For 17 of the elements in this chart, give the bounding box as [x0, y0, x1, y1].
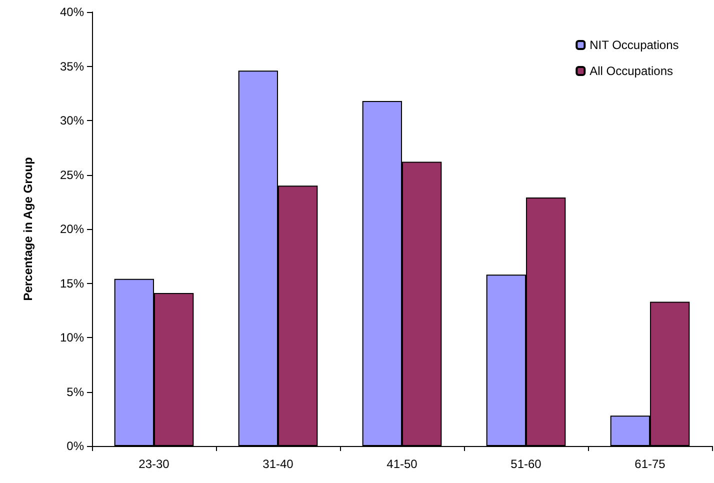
y-tick-label: 35% — [60, 59, 84, 74]
x-tick-label: 51-60 — [510, 457, 542, 471]
x-tick-label: 23-30 — [138, 457, 170, 471]
y-tick-label: 40% — [60, 5, 84, 19]
y-tick-label: 15% — [60, 276, 84, 290]
y-tick-label: 5% — [66, 384, 84, 399]
y-tick-label: 25% — [60, 168, 84, 182]
x-tick-label: 41-50 — [386, 457, 418, 471]
y-tick-label: 30% — [60, 114, 84, 128]
x-tick-label: 31-40 — [262, 457, 294, 471]
legend-label: All Occupations — [590, 64, 674, 78]
legend-label: NIT Occupations — [590, 38, 679, 52]
y-tick-label: 20% — [60, 222, 84, 236]
y-tick-label: 0% — [66, 439, 84, 453]
y-axis-title: Percentage in Age Group — [21, 157, 35, 301]
y-tick-label: 10% — [60, 330, 84, 344]
x-tick-label: 61-75 — [634, 457, 666, 471]
